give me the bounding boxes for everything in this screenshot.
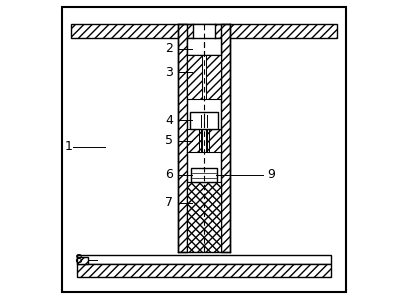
Bar: [193, 24, 215, 38]
Bar: [221, 24, 230, 252]
Bar: [77, 263, 331, 277]
Bar: [187, 38, 221, 55]
Text: 4: 4: [165, 114, 173, 127]
Bar: [178, 24, 187, 252]
Bar: [206, 55, 221, 99]
Text: 2: 2: [165, 42, 173, 55]
Bar: [221, 24, 230, 252]
Text: 5: 5: [165, 134, 173, 147]
Bar: [77, 263, 331, 277]
Text: 3: 3: [165, 66, 173, 79]
Bar: [202, 55, 206, 99]
Text: 1: 1: [65, 140, 73, 153]
Bar: [178, 24, 187, 252]
Text: 9: 9: [268, 168, 275, 181]
Bar: [77, 257, 89, 263]
Text: 7: 7: [165, 196, 173, 209]
Bar: [187, 55, 202, 99]
Text: 8: 8: [75, 253, 82, 266]
Bar: [202, 129, 206, 152]
Bar: [190, 112, 218, 129]
Bar: [187, 182, 221, 252]
Bar: [71, 24, 337, 38]
Bar: [77, 257, 89, 263]
Bar: [71, 24, 337, 38]
Bar: [187, 129, 202, 152]
Bar: [77, 255, 331, 263]
Bar: [191, 168, 217, 182]
Bar: [187, 182, 221, 252]
Bar: [187, 182, 221, 252]
Bar: [206, 129, 221, 152]
Text: 6: 6: [165, 168, 173, 181]
